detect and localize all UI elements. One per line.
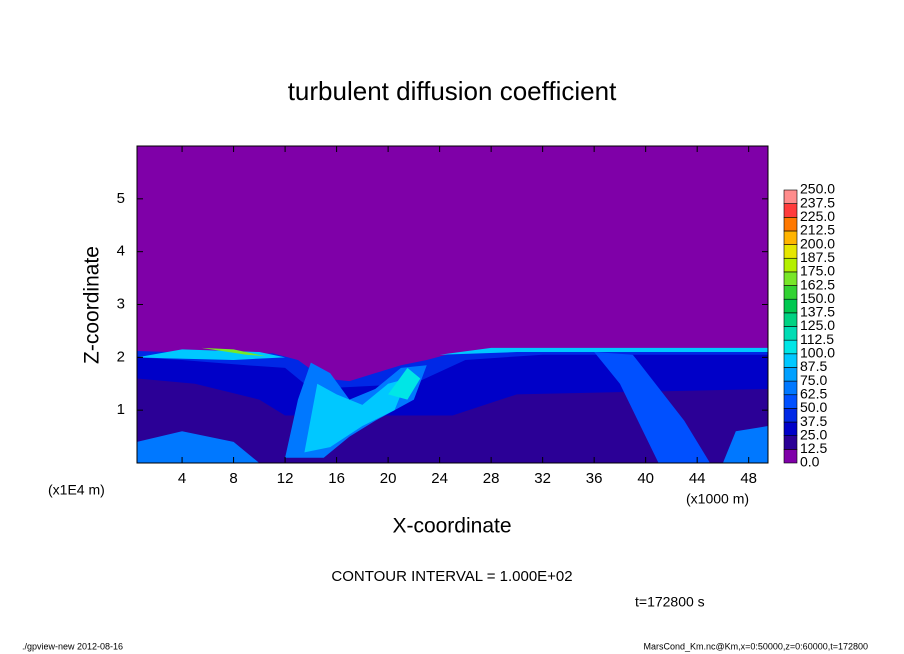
colorbar-swatch bbox=[783, 339, 798, 355]
colorbar-swatch bbox=[783, 271, 798, 286]
contour-interval: CONTOUR INTERVAL = 1.000E+02 bbox=[331, 568, 572, 585]
y-unit-label: (x1E4 m) bbox=[48, 482, 105, 498]
colorbar-swatch bbox=[783, 217, 798, 232]
x-unit-label: (x1000 m) bbox=[686, 491, 749, 507]
colorbar-label: 0.0 bbox=[800, 454, 820, 470]
x-tick-label: 12 bbox=[277, 470, 294, 487]
colorbar-label: 137.5 bbox=[800, 304, 835, 320]
x-tick-label: 36 bbox=[586, 470, 603, 487]
colorbar-swatch bbox=[783, 203, 798, 218]
colorbar-label: 200.0 bbox=[800, 235, 835, 251]
colorbar-label: 75.0 bbox=[800, 372, 827, 388]
x-tick-label: 16 bbox=[328, 470, 345, 487]
y-tick-label: 5 bbox=[117, 190, 125, 207]
y-tick-label: 3 bbox=[117, 295, 125, 312]
colorbar-swatch bbox=[783, 421, 798, 436]
contour-region bbox=[137, 349, 286, 360]
contour-field bbox=[137, 146, 768, 463]
chart-title: turbulent diffusion coefficient bbox=[288, 76, 617, 106]
x-tick-label: 40 bbox=[637, 470, 654, 487]
x-tick-label: 44 bbox=[689, 470, 706, 487]
colorbar-swatch bbox=[783, 353, 798, 368]
x-tick-label: 24 bbox=[431, 470, 448, 487]
colorbar-swatch bbox=[783, 449, 798, 464]
colorbar-label: 100.0 bbox=[800, 345, 835, 361]
colorbar-label: 187.5 bbox=[800, 249, 835, 265]
colorbar-label: 112.5 bbox=[800, 331, 834, 347]
contour-region bbox=[201, 347, 266, 357]
colorbar-swatch bbox=[783, 230, 798, 245]
colorbar-label: 237.5 bbox=[800, 194, 835, 210]
colorbar-label: 25.0 bbox=[800, 426, 827, 442]
colorbar-label: 62.5 bbox=[800, 385, 827, 401]
colorbar-swatch bbox=[783, 244, 798, 259]
colorbar-swatch bbox=[783, 380, 798, 396]
x-tick-label: 48 bbox=[740, 470, 757, 487]
colorbar-label: 150.0 bbox=[800, 290, 835, 306]
x-tick-label: 8 bbox=[229, 470, 237, 487]
x-tick-label: 28 bbox=[483, 470, 500, 487]
colorbar-swatch bbox=[783, 312, 798, 327]
colorbar-swatch bbox=[783, 408, 798, 423]
x-tick-label: 32 bbox=[534, 470, 551, 487]
colorbar-swatch bbox=[783, 435, 798, 450]
footer-right: MarsCond_Km.nc@Km,x=0:50000,z=0:60000,t=… bbox=[643, 641, 868, 651]
colorbar-label: 212.5 bbox=[800, 222, 835, 238]
colorbar-label: 225.0 bbox=[800, 208, 835, 224]
colorbar-label: 50.0 bbox=[800, 399, 827, 415]
colorbar-label: 87.5 bbox=[800, 358, 827, 374]
contour-region bbox=[388, 367, 421, 400]
colorbar-label: 12.5 bbox=[800, 440, 827, 456]
footer-left: ./gpview-new 2012-08-16 bbox=[22, 641, 123, 651]
colorbar-swatch bbox=[783, 257, 798, 273]
contour-region bbox=[722, 426, 768, 463]
colorbar-label: 162.5 bbox=[800, 276, 835, 292]
colorbar-swatch bbox=[783, 394, 798, 409]
colorbar-label: 250.0 bbox=[800, 181, 835, 197]
colorbar-label: 125.0 bbox=[800, 317, 835, 333]
x-tick-label: 4 bbox=[178, 470, 186, 487]
contour-region bbox=[594, 352, 711, 463]
y-tick-label: 2 bbox=[117, 348, 125, 365]
y-tick-label: 4 bbox=[117, 243, 125, 260]
contour-region bbox=[304, 378, 408, 453]
colorbar-swatch bbox=[783, 298, 798, 314]
colorbar-swatch bbox=[783, 189, 798, 204]
colorbar-label: 37.5 bbox=[800, 413, 827, 429]
time-label: t=172800 s bbox=[635, 594, 705, 610]
colorbar-swatch bbox=[783, 367, 798, 382]
y-tick-label: 1 bbox=[117, 401, 125, 418]
colorbar-label: 175.0 bbox=[800, 263, 835, 279]
x-tick-label: 20 bbox=[380, 470, 397, 487]
y-axis-label: Z-coordinate bbox=[81, 246, 104, 364]
colorbar-swatch bbox=[783, 285, 798, 300]
colorbar-swatch bbox=[783, 326, 798, 341]
x-axis-label: X-coordinate bbox=[392, 515, 511, 538]
contour-region bbox=[439, 347, 768, 355]
contour-region bbox=[137, 431, 260, 463]
